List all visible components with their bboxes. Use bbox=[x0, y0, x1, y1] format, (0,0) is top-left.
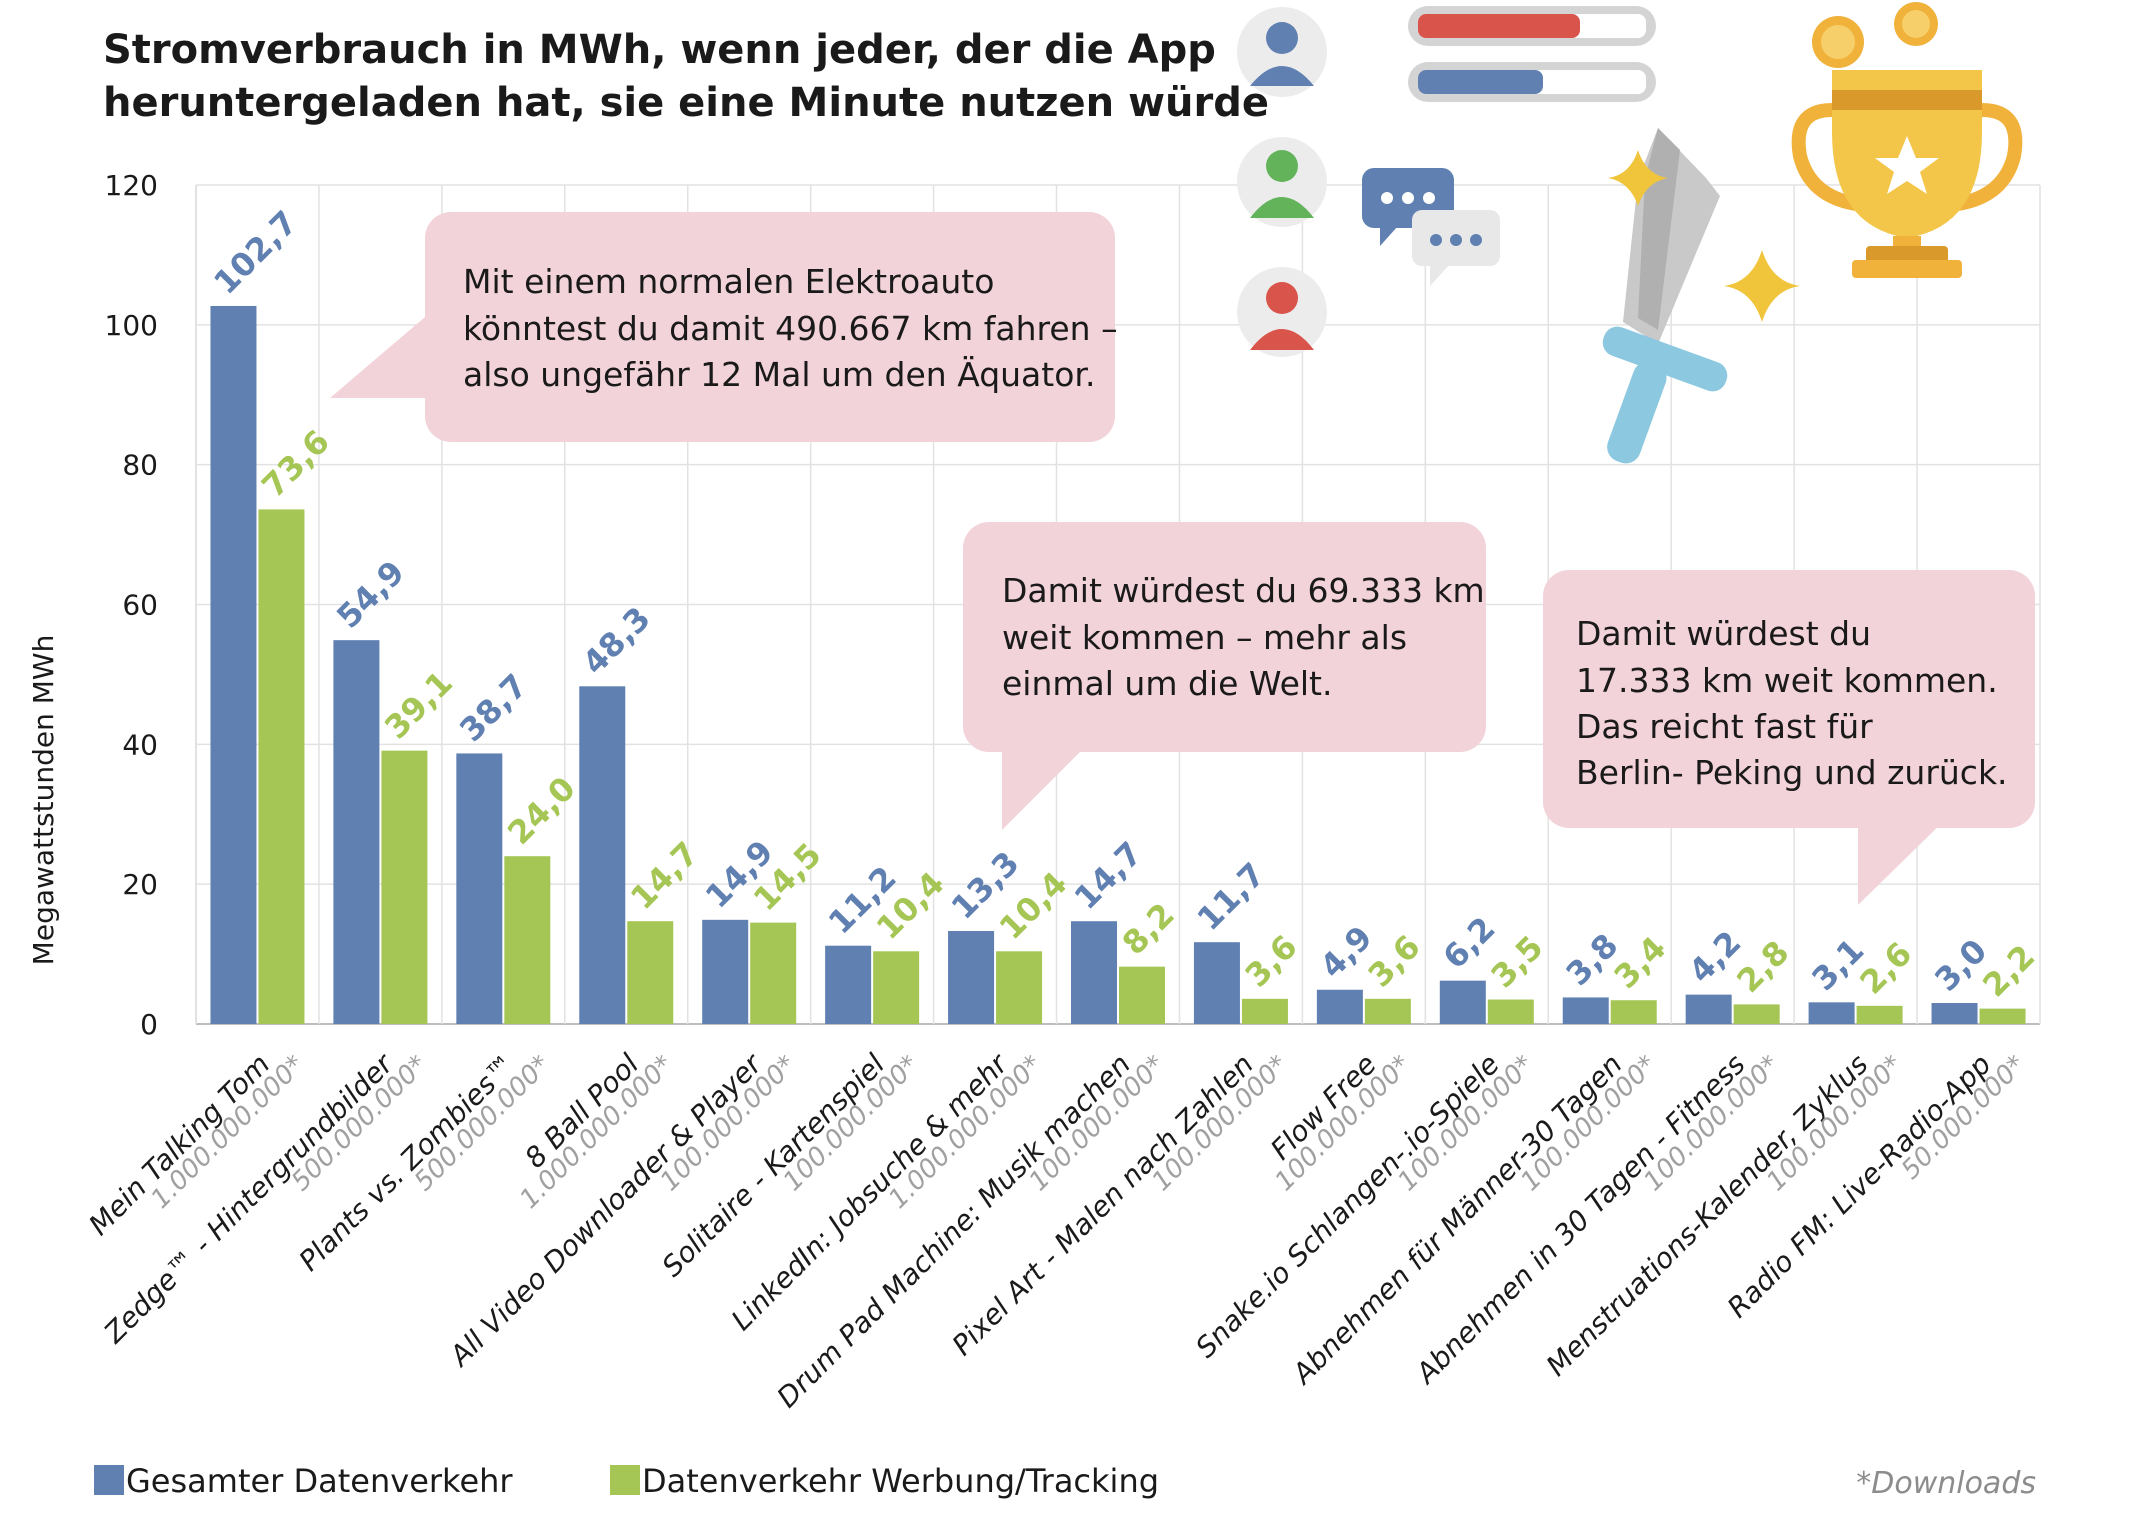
bar-tracking bbox=[1610, 1000, 1657, 1024]
value-label-total: 14,7 bbox=[1067, 834, 1150, 917]
value-label-tracking: 8,2 bbox=[1115, 895, 1182, 962]
decoration-group bbox=[1237, 2, 2023, 464]
bar-total bbox=[1562, 997, 1609, 1024]
y-tick-label: 120 bbox=[105, 169, 158, 202]
value-label-tracking: 24,0 bbox=[500, 769, 583, 852]
y-tick-label: 80 bbox=[122, 449, 158, 482]
value-label-total: 48,3 bbox=[575, 599, 658, 682]
value-label-tracking: 39,1 bbox=[377, 664, 460, 747]
y-tick-label: 60 bbox=[122, 589, 158, 622]
y-tick-label: 20 bbox=[122, 868, 158, 901]
bar-tracking bbox=[873, 951, 920, 1024]
trophy-icon bbox=[1791, 70, 2023, 278]
bar-total bbox=[1071, 921, 1117, 1024]
bar-tracking bbox=[1487, 999, 1534, 1024]
bars bbox=[210, 305, 2026, 1025]
legend-swatch-tracking bbox=[610, 1465, 640, 1495]
bar-tracking bbox=[1119, 966, 1165, 1024]
bar-tracking bbox=[504, 856, 551, 1024]
value-label-total: 54,9 bbox=[329, 553, 412, 636]
value-label-tracking: 2,6 bbox=[1852, 935, 1919, 1002]
bar-total bbox=[1685, 994, 1732, 1024]
callout-1-line-3: also ungefähr 12 Mal um den Äquator. bbox=[463, 355, 1095, 394]
progress-bars-icon bbox=[1408, 6, 1656, 102]
chart-title-line-2: heruntergeladen hat, sie eine Minute nut… bbox=[103, 80, 1269, 126]
callout-2-line-1: Damit würdest du 69.333 km bbox=[1002, 571, 1485, 610]
chat-bubbles-icon bbox=[1362, 168, 1500, 286]
bar-total bbox=[1439, 980, 1486, 1024]
bar-tracking bbox=[627, 921, 674, 1024]
bar-total bbox=[579, 686, 626, 1024]
bar-tracking bbox=[996, 951, 1043, 1024]
bar-total bbox=[702, 919, 749, 1024]
y-tick-labels: 0 20 40 60 80 100 120 bbox=[105, 169, 158, 1041]
bar-tracking bbox=[1364, 998, 1411, 1024]
callout-1: Mit einem normalen Elektroauto könntest … bbox=[330, 212, 1118, 442]
user-avatar-blue-icon bbox=[1237, 7, 1327, 97]
bar-total bbox=[1316, 989, 1363, 1024]
callout-1-line-2: könntest du damit 490.667 km fahren – bbox=[463, 309, 1118, 348]
bar-tracking bbox=[750, 922, 797, 1024]
footnote: *Downloads bbox=[1856, 1466, 2036, 1501]
y-tick-label: 0 bbox=[140, 1008, 158, 1041]
legend: Gesamter Datenverkehr Datenverkehr Werbu… bbox=[94, 1462, 1159, 1500]
user-avatar-green-icon bbox=[1237, 137, 1327, 227]
sparkle-icon bbox=[1608, 150, 1800, 322]
bar-total bbox=[210, 305, 257, 1025]
value-label-tracking: 3,4 bbox=[1607, 929, 1674, 996]
callout-2-line-3: einmal um die Welt. bbox=[1002, 664, 1332, 703]
value-label-total: 11,7 bbox=[1190, 855, 1273, 938]
bar-tracking bbox=[381, 750, 428, 1024]
chart-title-line-1: Stromverbrauch in MWh, wenn jeder, der d… bbox=[103, 27, 1216, 73]
bar-total bbox=[825, 945, 872, 1024]
value-label-total: 102,7 bbox=[206, 203, 304, 301]
bar-tracking bbox=[1733, 1004, 1780, 1024]
y-tick-label: 40 bbox=[122, 728, 158, 761]
value-label-tracking: 2,2 bbox=[1975, 937, 2042, 1004]
callout-1-line-1: Mit einem normalen Elektroauto bbox=[463, 262, 994, 301]
coin-icon bbox=[1812, 2, 1938, 68]
user-avatar-red-icon bbox=[1237, 267, 1327, 357]
bar-tracking bbox=[258, 509, 305, 1024]
legend-label-total: Gesamter Datenverkehr bbox=[126, 1462, 513, 1500]
y-tick-label: 100 bbox=[105, 309, 158, 342]
bar-total bbox=[1808, 1002, 1855, 1024]
callout-3-line-1: Damit würdest du bbox=[1576, 614, 1871, 653]
bar-total bbox=[333, 640, 380, 1024]
callout-3-line-2: 17.333 km weit kommen. bbox=[1576, 661, 1998, 700]
callout-3: Damit würdest du 17.333 km weit kommen. … bbox=[1543, 570, 2035, 905]
bar-tracking bbox=[1979, 1008, 2026, 1024]
value-label-tracking: 3,6 bbox=[1238, 928, 1305, 995]
bar-tracking bbox=[1856, 1005, 1903, 1024]
callout-3-line-3: Das reicht fast für bbox=[1576, 707, 1873, 746]
value-label-total: 38,7 bbox=[452, 666, 535, 749]
value-label-total: 3,0 bbox=[1927, 932, 1994, 999]
bar-tracking bbox=[1241, 998, 1288, 1024]
callout-3-line-4: Berlin- Peking und zurück. bbox=[1576, 753, 2008, 792]
bar-total bbox=[1193, 942, 1240, 1024]
legend-label-tracking: Datenverkehr Werbung/Tracking bbox=[642, 1462, 1159, 1500]
callout-2-line-2: weit kommen – mehr als bbox=[1002, 618, 1407, 657]
bar-total bbox=[948, 931, 995, 1024]
legend-swatch-total bbox=[94, 1465, 124, 1495]
value-label-tracking: 14,7 bbox=[623, 834, 706, 917]
callout-2: Damit würdest du 69.333 km weit kommen –… bbox=[963, 522, 1486, 830]
value-label-tracking: 73,6 bbox=[254, 422, 337, 505]
bar-total bbox=[1931, 1003, 1978, 1024]
bar-total bbox=[456, 753, 503, 1024]
y-axis-label: Megawattstunden MWh bbox=[27, 635, 60, 966]
